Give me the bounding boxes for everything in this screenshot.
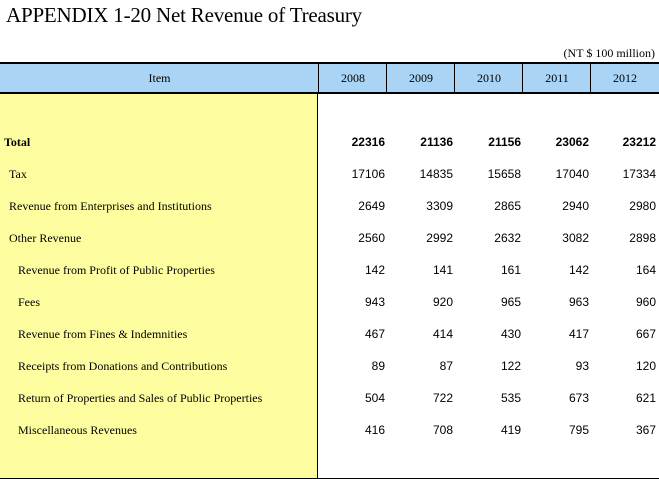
- cell-2009: 2992: [426, 231, 453, 245]
- item-column-fill: [0, 94, 318, 478]
- row-label: Revenue from Profit of Public Properties: [18, 263, 215, 277]
- table-row: Receipts from Donations and Contribution…: [0, 356, 659, 376]
- header-2009: 2009: [386, 64, 455, 92]
- row-label: Total: [4, 135, 31, 149]
- cell-2012: 621: [635, 391, 656, 405]
- cell-2008: 504: [364, 391, 385, 405]
- cell-2011: 2940: [562, 199, 589, 213]
- table-row: Revenue from Enterprises and Institution…: [0, 196, 659, 216]
- cell-2010: 2865: [494, 199, 521, 213]
- row-label: Revenue from Fines & Indemnities: [18, 327, 188, 341]
- row-label: Fees: [18, 295, 40, 309]
- unit-note: (NT $ 100 million): [563, 46, 655, 60]
- cell-2008: 89: [371, 359, 385, 373]
- cell-2008: 943: [364, 295, 385, 309]
- cell-2009: 87: [439, 359, 453, 373]
- cell-2008: 467: [364, 327, 385, 341]
- table-row: Revenue from Fines & Indemnities 467 414…: [0, 324, 659, 344]
- cell-2008: 416: [364, 423, 385, 437]
- cell-2011: 3082: [562, 231, 589, 245]
- cell-2010: 2632: [494, 231, 521, 245]
- cell-2010: 965: [500, 295, 521, 309]
- cell-2011: 963: [568, 295, 589, 309]
- cell-2012: 17334: [622, 167, 656, 181]
- cell-2010: 122: [500, 359, 521, 373]
- header-2011: 2011: [522, 64, 591, 92]
- table-row: Revenue from Profit of Public Properties…: [0, 260, 659, 280]
- header-2012: 2012: [590, 64, 659, 92]
- cell-2012: 960: [635, 295, 656, 309]
- cell-2012: 2980: [629, 199, 656, 213]
- header-2010: 2010: [454, 64, 523, 92]
- cell-2012: 164: [635, 263, 656, 277]
- row-label: Tax: [9, 167, 27, 181]
- cell-2009: 920: [432, 295, 453, 309]
- row-label: Receipts from Donations and Contribution…: [18, 359, 228, 373]
- cell-2008: 22316: [351, 135, 385, 149]
- revenue-table: Item 2008 2009 2010 2011 2012 Total 2231…: [0, 62, 659, 479]
- cell-2010: 21156: [488, 135, 521, 149]
- cell-2012: 667: [635, 327, 656, 341]
- cell-2009: 3309: [426, 199, 453, 213]
- cell-2010: 161: [500, 263, 521, 277]
- table-row: Total 22316 21136 21156 23062 23212: [0, 132, 659, 152]
- cell-2008: 17106: [351, 167, 385, 181]
- cell-2009: 414: [432, 327, 453, 341]
- cell-2011: 673: [568, 391, 589, 405]
- cell-2012: 2898: [629, 231, 656, 245]
- cell-2009: 708: [432, 423, 453, 437]
- row-label: Other Revenue: [9, 231, 82, 245]
- table-row: Fees 943 920 965 963 960: [0, 292, 659, 312]
- row-label: Revenue from Enterprises and Institution…: [9, 199, 212, 213]
- table-row: Other Revenue 2560 2992 2632 3082 2898: [0, 228, 659, 248]
- table-body: Total 22316 21136 21156 23062 23212 Tax …: [0, 94, 659, 479]
- cell-2011: 93: [575, 359, 589, 373]
- table-row: Miscellaneous Revenues 416 708 419 795 3…: [0, 420, 659, 440]
- table-row: Tax 17106 14835 15658 17040 17334: [0, 164, 659, 184]
- cell-2009: 21136: [420, 135, 453, 149]
- cell-2008: 2560: [358, 231, 385, 245]
- cell-2010: 419: [500, 423, 521, 437]
- cell-2011: 795: [568, 423, 589, 437]
- cell-2012: 23212: [622, 135, 656, 149]
- cell-2008: 142: [364, 263, 385, 277]
- header-item: Item: [148, 71, 171, 85]
- cell-2012: 120: [635, 359, 656, 373]
- cell-2009: 722: [432, 391, 453, 405]
- cell-2008: 2649: [358, 199, 385, 213]
- header-2008: 2008: [318, 64, 387, 92]
- cell-2011: 142: [568, 263, 589, 277]
- cell-2011: 417: [568, 327, 589, 341]
- cell-2011: 17040: [555, 167, 589, 181]
- cell-2009: 14835: [419, 167, 453, 181]
- row-label: Miscellaneous Revenues: [18, 423, 137, 437]
- table-header: Item 2008 2009 2010 2011 2012: [0, 62, 659, 94]
- page-title: APPENDIX 1-20 Net Revenue of Treasury: [6, 3, 362, 27]
- cell-2010: 535: [500, 391, 521, 405]
- cell-2010: 430: [500, 327, 521, 341]
- cell-2012: 367: [635, 423, 656, 437]
- table-row: Return of Properties and Sales of Public…: [0, 388, 659, 408]
- cell-2011: 23062: [555, 135, 589, 149]
- cell-2010: 15658: [487, 167, 521, 181]
- row-label: Return of Properties and Sales of Public…: [18, 391, 263, 405]
- cell-2009: 141: [432, 263, 453, 277]
